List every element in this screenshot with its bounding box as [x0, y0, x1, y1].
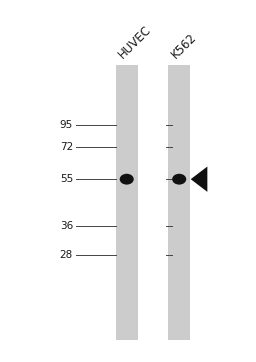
Bar	[116, 65, 138, 340]
Text: 28: 28	[60, 250, 73, 260]
Text: 36: 36	[60, 221, 73, 231]
Text: HUVEC: HUVEC	[116, 24, 154, 62]
Ellipse shape	[172, 174, 186, 185]
Ellipse shape	[120, 174, 134, 185]
Polygon shape	[191, 167, 207, 192]
Bar	[168, 65, 190, 340]
Text: K562: K562	[169, 31, 199, 62]
Text: 95: 95	[60, 120, 73, 130]
Text: 72: 72	[60, 142, 73, 152]
Text: 55: 55	[60, 174, 73, 184]
